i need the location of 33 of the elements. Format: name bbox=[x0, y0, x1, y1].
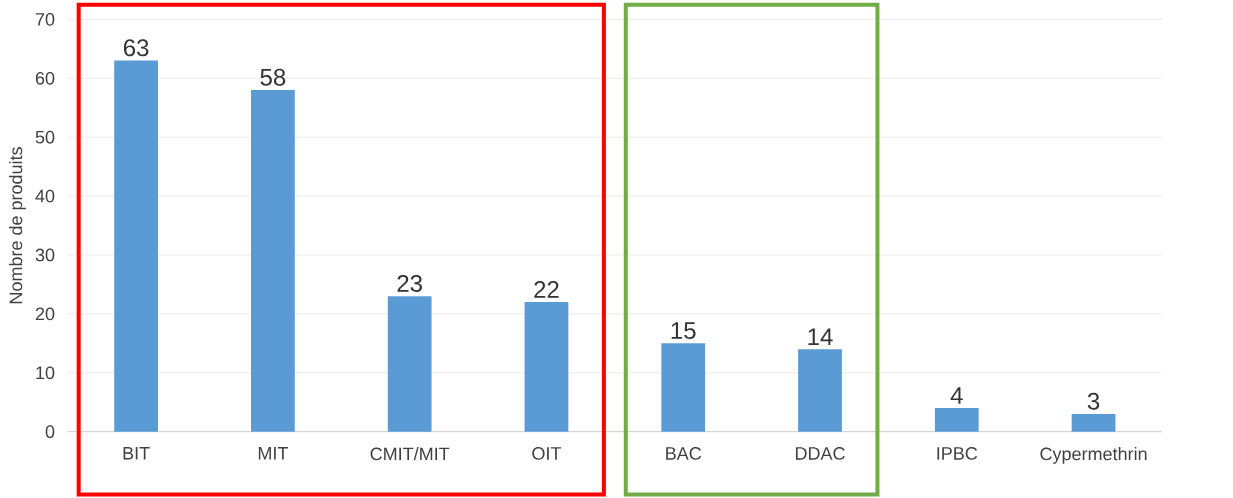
bar bbox=[798, 349, 842, 432]
y-tick-label: 20 bbox=[35, 307, 55, 321]
x-tick-label: OIT bbox=[532, 446, 562, 460]
bar bbox=[661, 343, 706, 432]
y-tick-label: 10 bbox=[36, 366, 55, 379]
y-tick-label: 70 bbox=[35, 12, 55, 26]
data-label: 58 bbox=[260, 68, 286, 86]
x-tick-label: BAC bbox=[666, 446, 702, 460]
bar bbox=[114, 60, 158, 432]
data-label: 14 bbox=[808, 328, 833, 345]
data-label: 3 bbox=[1087, 392, 1100, 410]
y-tick-label: 40 bbox=[35, 189, 55, 203]
x-tick-label: DDAC bbox=[795, 446, 845, 460]
y-tick-label: 30 bbox=[35, 248, 55, 262]
x-tick-label: MIT bbox=[258, 446, 288, 460]
y-tick-label: 0 bbox=[45, 425, 55, 438]
data-label: 22 bbox=[534, 280, 559, 298]
y-axis-title: Nombre de produits bbox=[9, 146, 26, 303]
x-tick-label: CMIT/MIT bbox=[370, 446, 450, 461]
data-label: 23 bbox=[397, 274, 422, 292]
y-tick-label: 50 bbox=[35, 130, 55, 144]
y-tick-label: 60 bbox=[35, 71, 55, 85]
data-label: 63 bbox=[123, 39, 149, 57]
bar bbox=[387, 296, 432, 432]
x-tick-label: IPBC bbox=[937, 446, 978, 460]
x-tick-label: BIT bbox=[123, 446, 150, 460]
x-tick-label: Cypermethrin bbox=[1040, 446, 1147, 464]
bar bbox=[1071, 413, 1116, 432]
bar bbox=[251, 89, 295, 432]
bar bbox=[934, 407, 979, 432]
bar bbox=[524, 301, 569, 432]
data-label: 4 bbox=[950, 387, 963, 404]
data-label: 15 bbox=[671, 322, 696, 339]
